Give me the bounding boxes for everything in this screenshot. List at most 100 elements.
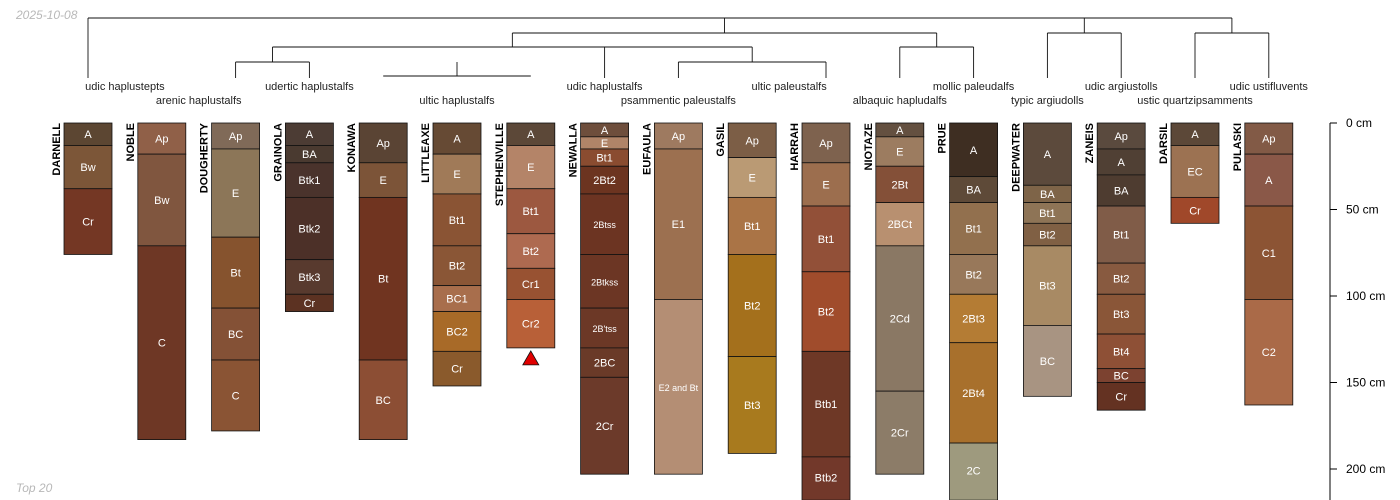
horizon-label: Btk2 [298, 224, 320, 236]
horizon-label: E [380, 175, 387, 187]
horizon-gasil [727, 122, 777, 158]
horizon-darnell [63, 145, 113, 190]
horizon-deepwater [1023, 325, 1072, 397]
horizon-grainola [284, 196, 334, 261]
horizon-littleaxe [432, 153, 482, 195]
horizon-label: 2C [967, 466, 981, 478]
profile-grainola: A BA Btk1 Btk2 Btk3 Cr GRAINOLA [272, 122, 334, 312]
horizon-label: EC [1187, 166, 1202, 178]
profile-name: NEWALLA [568, 123, 580, 177]
subgroup-label: udic ustifluvents [1230, 81, 1309, 93]
profile-pulaski: Ap A C1 C2 PULASKI [1232, 122, 1294, 406]
horizon-label: E [749, 172, 756, 184]
horizon-label: C2 [1262, 347, 1276, 359]
horizon-label: Bw [154, 195, 169, 207]
horizon-harrah [801, 162, 851, 207]
profile-konawa: Ap E Bt BC KONAWA [346, 122, 408, 440]
horizon-pulaski [1244, 153, 1294, 207]
profile-zaneis: Ap A BA Bt1 Bt2 Bt3 Bt4 BC Cr ZANEIS [1084, 122, 1146, 411]
horizon-label: A [1191, 129, 1199, 141]
horizon-label: A [453, 134, 461, 146]
horizon-label: E [896, 147, 903, 159]
horizon-label: Bt2 [744, 301, 761, 313]
horizon-harrah [801, 205, 851, 273]
profile-prue: A BA Bt1 Bt2 2Bt3 2Bt4 2C PRUE [937, 122, 998, 500]
subgroup-label: ultic haplustalfs [419, 95, 495, 107]
horizon-label: E [527, 162, 534, 174]
horizon-newalla [580, 193, 629, 255]
horizon-label: Ap [819, 138, 832, 150]
horizon-label: A [527, 129, 535, 141]
horizon-niotaze [875, 136, 925, 167]
horizon-label: BA [1114, 185, 1129, 197]
profile-name: NOBLE [125, 123, 137, 162]
horizon-label: Bt1 [1113, 230, 1130, 242]
subgroup-label: udic argiustolls [1085, 81, 1158, 93]
profile-dougherty: Ap E Bt BC C DOUGHERTY [199, 122, 261, 432]
horizon-dougherty [211, 359, 261, 432]
horizon-gasil [727, 254, 777, 357]
horizon-label: Ap [672, 131, 685, 143]
subgroup-label: udic haplustalfs [567, 81, 643, 93]
horizon-littleaxe [432, 350, 482, 387]
horizon-prue [949, 293, 998, 344]
horizon-niotaze [875, 202, 925, 247]
horizon-deepwater [1023, 122, 1072, 186]
horizon-prue [949, 122, 998, 178]
horizon-prue [949, 254, 998, 295]
horizon-niotaze [875, 245, 925, 392]
profile-name: DARNELL [51, 123, 63, 176]
horizon-label: Bt [230, 268, 240, 280]
subgroup-label: albaquic hapludalfs [853, 95, 948, 107]
horizon-label: BC [1040, 356, 1055, 368]
horizon-label: 2Bt3 [962, 313, 985, 325]
axis-tick-label: 200 cm [1346, 462, 1385, 476]
horizon-gasil [727, 196, 777, 255]
horizon-zaneis [1096, 333, 1146, 370]
horizon-littleaxe [432, 311, 482, 352]
profile-name: DEEPWATER [1010, 123, 1022, 192]
horizon-label: Bt1 [449, 215, 466, 227]
horizon-dougherty [211, 148, 261, 238]
subgroup-label: ultic paleustalfs [751, 81, 827, 93]
horizon-label: BC [376, 395, 391, 407]
horizon-label: A [1265, 175, 1273, 187]
profile-harrah: Ap E Bt1 Bt2 Btb1 Btb2 HARRAH [789, 122, 851, 500]
horizon-label: Cr [1115, 391, 1127, 403]
horizon-konawa [358, 359, 408, 440]
subgroup-label: ustic quartzipsamments [1137, 95, 1253, 107]
profile-name: HARRAH [789, 123, 801, 171]
horizon-label: Ap [1262, 134, 1275, 146]
horizon-label: BA [966, 185, 981, 197]
horizon-label: A [306, 129, 314, 141]
horizon-label: Btb2 [815, 472, 838, 484]
horizon-label: E [453, 169, 460, 181]
profile-stephenville: A E Bt1 Bt2 Cr1 Cr2 STEPHENVILLE [494, 122, 556, 349]
profile-name: NIOTAZE [863, 123, 875, 170]
horizon-label: Cr2 [522, 319, 540, 331]
horizon-label: 2B'tss [592, 324, 617, 334]
horizon-label: Bt3 [744, 400, 761, 412]
horizon-zaneis [1096, 262, 1146, 295]
horizon-label: E [601, 138, 608, 150]
horizon-littleaxe [432, 245, 482, 287]
horizon-label: E1 [672, 219, 685, 231]
horizon-grainola [284, 259, 334, 295]
horizon-newalla [580, 165, 629, 195]
horizon-label: 2Btkss [591, 277, 619, 287]
horizon-label: 2Cd [890, 313, 910, 325]
profile-deepwater: A BA Bt1 Bt2 Bt3 BC DEEPWATER [1010, 122, 1072, 397]
horizon-zaneis [1096, 205, 1146, 264]
horizon-label: Ap [229, 131, 242, 143]
horizon-dougherty [211, 307, 261, 361]
horizon-pulaski [1244, 205, 1294, 300]
horizon-label: Bt2 [523, 246, 540, 258]
horizon-label: E2 and Bt [659, 383, 699, 393]
horizon-dougherty [211, 236, 261, 309]
horizon-label: 2BCt [888, 219, 912, 231]
horizon-label: A [1044, 149, 1052, 161]
horizon-label: BA [302, 149, 317, 161]
depth-axis: 0 cm 50 cm 100 cm 150 cm 200 cm [1329, 116, 1385, 500]
horizon-noble [137, 153, 187, 247]
